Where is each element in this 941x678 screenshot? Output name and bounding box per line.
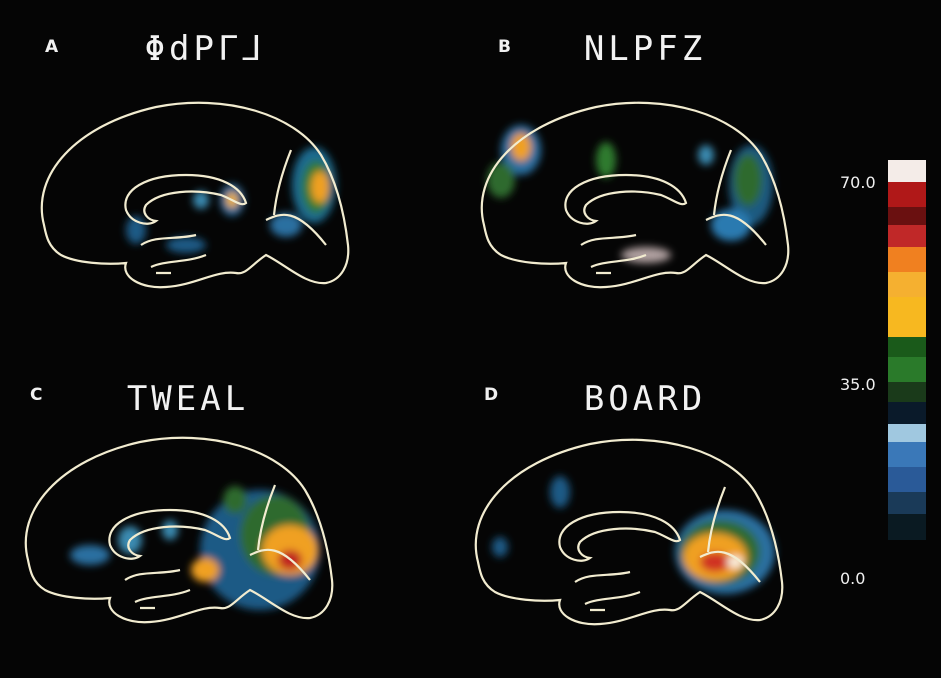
colorbar (888, 160, 926, 540)
panel-title: TWEAL (127, 379, 249, 419)
colorbar-label: 0.0 (840, 569, 865, 588)
colorbar-label: 35.0 (840, 375, 876, 394)
brain-map (40, 101, 350, 289)
panel-title: NLPFZ (584, 29, 706, 69)
panel-title: BOARD (584, 379, 706, 419)
brain-map (480, 101, 790, 289)
colorbar-label: 70.0 (840, 173, 876, 192)
brain-map (24, 436, 334, 624)
brain-map (474, 438, 784, 626)
panel-letter: C (30, 385, 42, 405)
panel-title: ΦdPΓ⅃ (145, 29, 266, 69)
panel-letter: B (498, 37, 511, 57)
panel-letter: A (45, 37, 59, 57)
panel-letter: D (484, 385, 498, 405)
